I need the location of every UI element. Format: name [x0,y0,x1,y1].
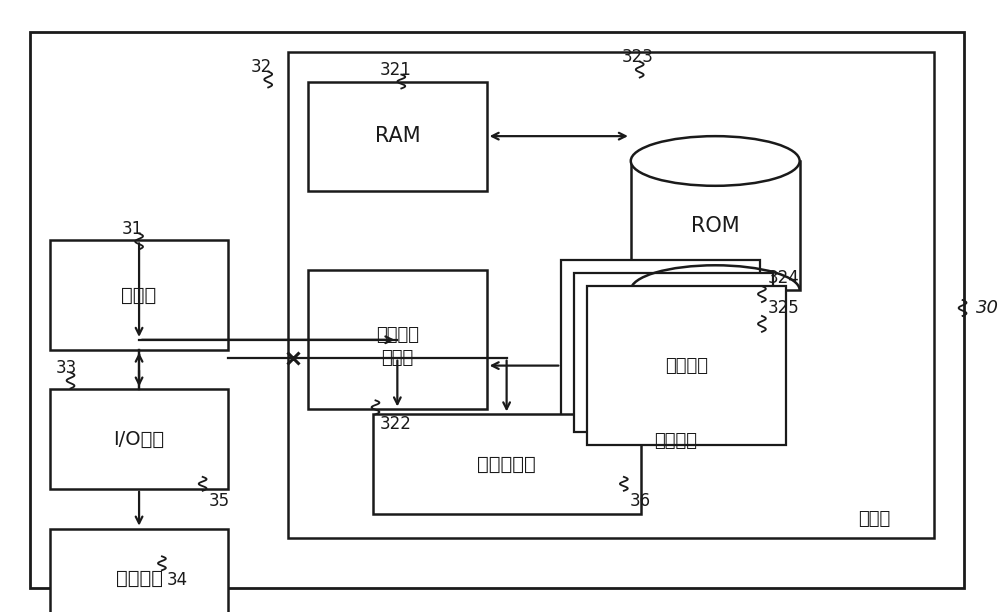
Text: 高速缓存: 高速缓存 [376,326,419,344]
Text: 外部设备: 外部设备 [116,569,163,588]
Text: 存储器: 存储器 [858,510,890,527]
Text: 32: 32 [250,58,272,76]
Text: 网络适配器: 网络适配器 [477,454,536,473]
Text: 处理器: 处理器 [121,286,157,305]
Text: 324: 324 [768,269,800,287]
Text: 33: 33 [56,359,77,376]
Text: 程序工具: 程序工具 [654,432,697,450]
Bar [561,260,760,419]
Ellipse shape [631,136,800,186]
Text: 322: 322 [379,415,411,433]
Text: 程序模块: 程序模块 [665,357,708,375]
Bar [308,270,487,410]
Text: ROM: ROM [691,216,740,236]
Text: 323: 323 [622,48,654,66]
Bar [631,161,800,290]
Bar [50,241,228,350]
Text: 321: 321 [379,61,411,79]
Bar [587,286,786,445]
Text: 36: 36 [630,492,651,510]
Text: 30: 30 [975,299,998,317]
Text: 325: 325 [768,299,800,317]
Text: 34: 34 [167,571,188,589]
Text: RAM: RAM [375,126,420,146]
Bar [373,414,641,514]
Bar [288,52,934,538]
Bar [50,529,228,614]
Bar [308,82,487,191]
Bar [574,273,773,432]
Text: 31: 31 [121,220,142,238]
Text: I/O接口: I/O接口 [114,430,165,449]
Bar [50,389,228,489]
Text: 存储器: 存储器 [381,349,413,367]
Text: 35: 35 [209,492,230,510]
